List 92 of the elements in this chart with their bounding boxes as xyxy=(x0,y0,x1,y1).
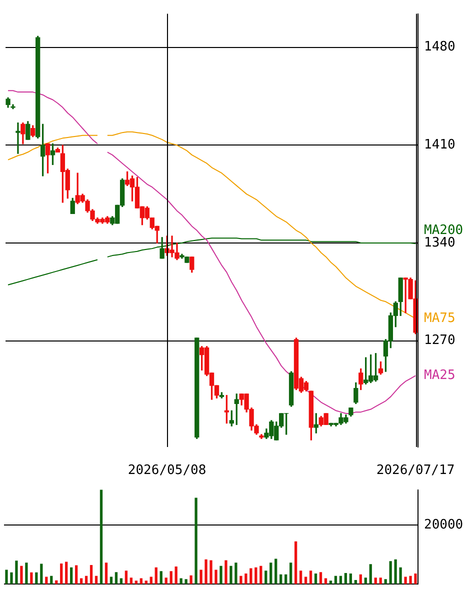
bar xyxy=(244,574,248,584)
bar xyxy=(364,578,367,584)
bar xyxy=(329,580,332,584)
bar xyxy=(5,570,8,584)
bar xyxy=(304,576,308,584)
bar xyxy=(284,574,288,584)
bar xyxy=(379,578,382,584)
bar xyxy=(100,490,103,584)
bar xyxy=(374,578,377,584)
y-tick-label: 20000 xyxy=(424,518,464,533)
bar xyxy=(414,574,417,584)
bar xyxy=(314,574,318,584)
bar xyxy=(20,566,23,584)
bar xyxy=(389,561,392,584)
bar xyxy=(15,560,18,584)
bar xyxy=(80,578,83,584)
bar xyxy=(294,541,298,584)
bar xyxy=(134,580,138,584)
bar xyxy=(140,578,142,584)
bar xyxy=(94,576,98,584)
bar xyxy=(344,572,348,584)
bar xyxy=(60,564,63,584)
bar xyxy=(35,572,38,584)
y-tick-label: 1340 xyxy=(424,235,456,250)
bar xyxy=(339,576,342,584)
bar xyxy=(45,576,48,584)
bar xyxy=(204,559,208,584)
bar xyxy=(384,579,387,584)
bar xyxy=(359,574,362,584)
y-tick-label: 1410 xyxy=(424,138,456,153)
bar xyxy=(220,566,222,584)
bar xyxy=(144,580,148,584)
bar xyxy=(200,570,202,584)
bar xyxy=(264,570,268,584)
bar xyxy=(114,572,118,584)
bar xyxy=(250,568,252,584)
bar xyxy=(110,576,113,584)
bar xyxy=(349,574,352,584)
bar xyxy=(55,580,58,584)
bar xyxy=(10,572,13,584)
bar xyxy=(124,570,128,584)
bar xyxy=(289,562,292,584)
bar xyxy=(30,572,33,584)
bar xyxy=(319,572,322,584)
bar xyxy=(90,564,93,584)
bar xyxy=(164,578,168,584)
bar xyxy=(170,571,172,584)
bar xyxy=(194,498,198,584)
bar xyxy=(210,560,212,584)
bar xyxy=(334,576,338,584)
series-label: MA75 xyxy=(424,310,456,326)
bar xyxy=(270,562,272,584)
bar xyxy=(309,570,312,584)
bar xyxy=(180,578,182,584)
bar xyxy=(154,567,158,584)
bar xyxy=(150,576,152,584)
bar xyxy=(130,578,133,584)
bar xyxy=(280,574,282,584)
x-tick-label: 2026/05/08 xyxy=(128,463,206,478)
bar xyxy=(190,575,192,584)
bar xyxy=(254,567,258,584)
bar xyxy=(174,566,178,584)
bar xyxy=(234,562,238,584)
bar xyxy=(399,567,402,584)
bar xyxy=(394,559,397,584)
bar xyxy=(240,576,242,584)
bar xyxy=(260,566,262,584)
bar xyxy=(409,576,412,584)
bar xyxy=(74,565,78,584)
y-tick-label: 1270 xyxy=(424,333,456,348)
series-label: MA25 xyxy=(424,368,456,384)
bar xyxy=(25,562,28,584)
bar xyxy=(50,576,53,584)
bar xyxy=(369,564,372,584)
bar xyxy=(84,576,88,584)
bar xyxy=(70,567,73,584)
bar xyxy=(354,580,357,584)
bar xyxy=(160,571,162,584)
bar xyxy=(40,564,43,584)
bar xyxy=(65,562,68,584)
y-tick-label: 1480 xyxy=(424,40,456,55)
bar xyxy=(299,570,302,584)
bar xyxy=(404,576,407,584)
bar xyxy=(324,578,328,584)
bar xyxy=(104,562,108,584)
bar xyxy=(224,560,228,584)
x-tick-label: 2026/07/17 xyxy=(376,463,455,478)
bar xyxy=(274,558,278,584)
bar xyxy=(214,570,218,584)
bar xyxy=(184,579,188,584)
bar xyxy=(120,578,123,584)
bar xyxy=(230,566,232,584)
